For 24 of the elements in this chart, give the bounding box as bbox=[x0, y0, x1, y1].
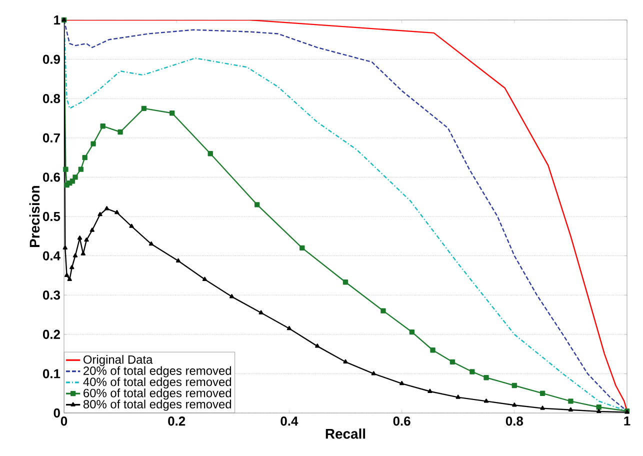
y-tick-label: 0.7 bbox=[42, 133, 60, 142]
legend-label: 60% of total edges removed bbox=[84, 388, 232, 400]
legend-label: Original Data bbox=[84, 355, 153, 366]
y-tick-label: 1 bbox=[54, 16, 60, 24]
y-tick-label: 0 bbox=[54, 408, 60, 418]
x-tick-label: 0.4 bbox=[280, 416, 298, 426]
x-tick-label: 0 bbox=[60, 416, 68, 426]
x-tick-label: 0.2 bbox=[168, 416, 186, 426]
x-axis-title: Recall bbox=[326, 428, 366, 439]
y-tick-label: 0.8 bbox=[42, 94, 60, 104]
legend-label: 20% of total edges removed bbox=[84, 366, 232, 378]
legend-label: 80% of total edges removed bbox=[83, 400, 232, 411]
y-tick-label: 0.9 bbox=[42, 54, 60, 64]
y-axis-title: Precision bbox=[29, 186, 40, 247]
x-tick-label: 1 bbox=[624, 416, 630, 426]
y-tick-label: 0.1 bbox=[42, 369, 60, 378]
x-tick-label: 0.8 bbox=[506, 416, 524, 426]
y-tick-label: 0.5 bbox=[42, 212, 60, 222]
x-tick-label: 0.6 bbox=[393, 416, 410, 426]
y-tick-label: 0.2 bbox=[42, 330, 60, 339]
y-tick-label: 0.4 bbox=[42, 251, 60, 260]
y-tick-label: 0.6 bbox=[42, 172, 60, 182]
legend-label: 40% of total edges removed bbox=[83, 377, 232, 388]
y-tick-label: 0.3 bbox=[42, 290, 60, 300]
